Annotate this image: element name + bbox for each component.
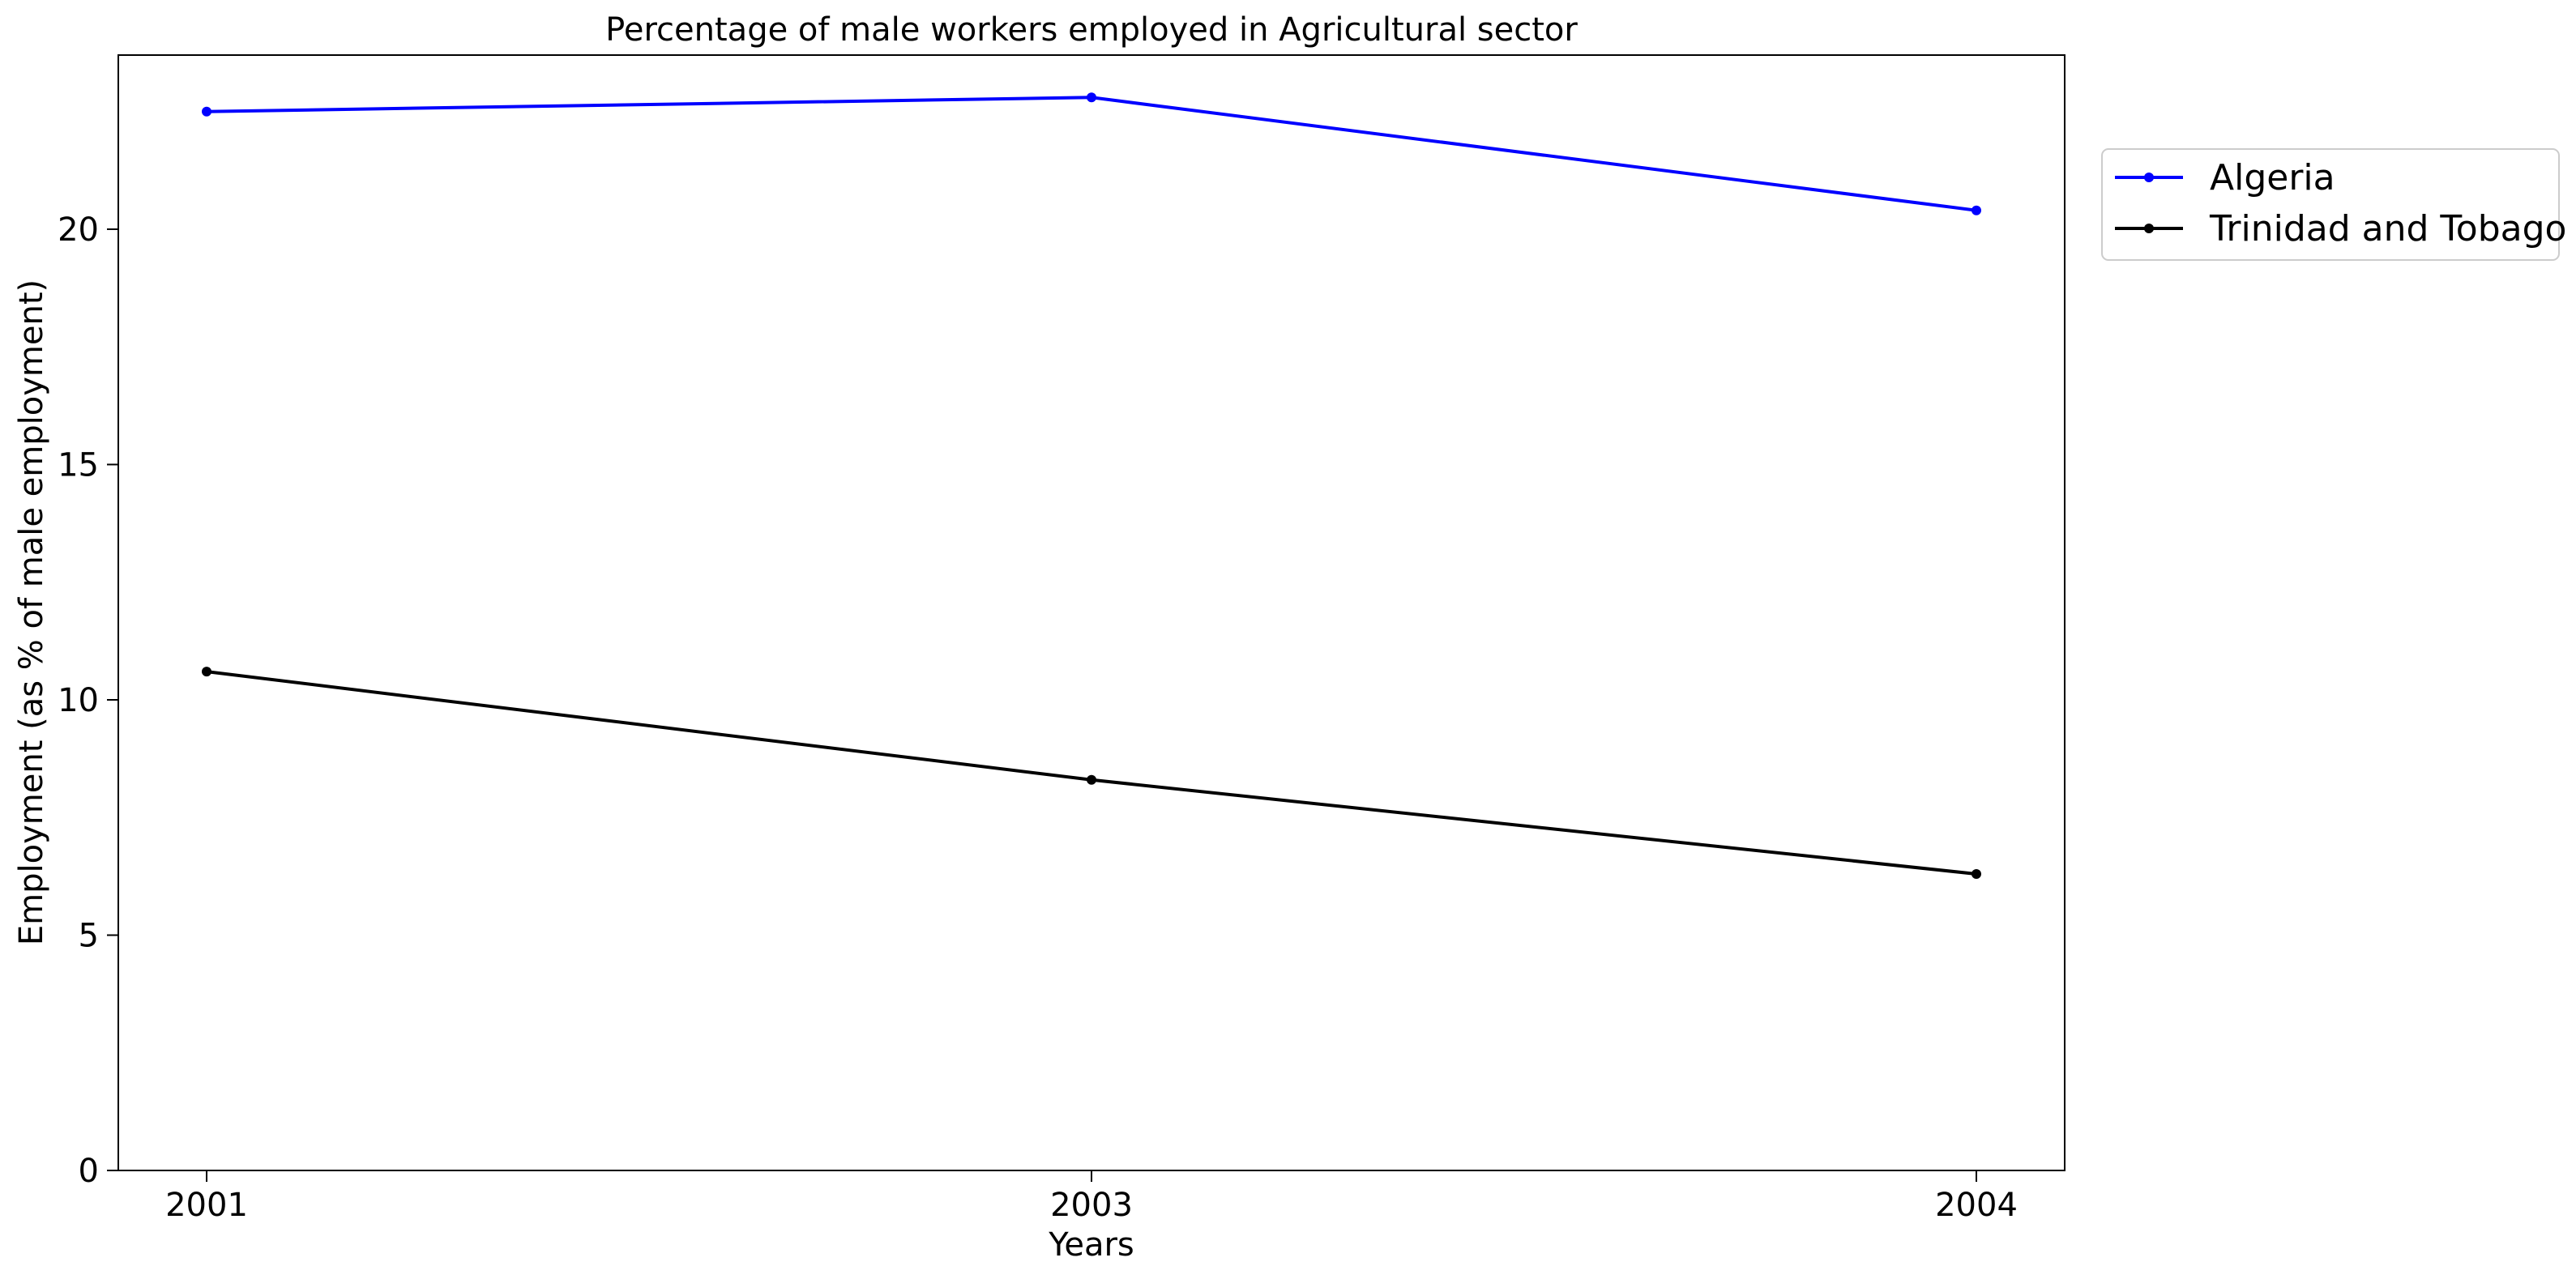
legend-swatch-marker (2144, 173, 2154, 182)
y-tick-label: 0 (79, 1153, 99, 1190)
series-line-trinidad-and-tobago (206, 670, 1977, 876)
legend-entry-label: Algeria (2210, 157, 2335, 198)
chart-title: Percentage of male workers employed in A… (605, 11, 1578, 49)
series-line-algeria (206, 96, 1977, 212)
plot-area-frame (117, 54, 2065, 1171)
y-tick-label: 20 (58, 211, 99, 249)
legend: Algeria Trinidad and Tobago (2101, 148, 2566, 261)
x-tick-label: 2001 (165, 1187, 248, 1224)
data-point (1972, 205, 1981, 215)
y-tick-label: 10 (58, 682, 99, 719)
y-axis: 0 5 10 15 20 (58, 211, 118, 1190)
data-point (1087, 774, 1096, 785)
x-axis-label: Years (1048, 1226, 1134, 1264)
legend-entry-label: Trinidad and Tobago (2209, 208, 2566, 249)
x-tick-label: 2004 (1935, 1187, 2018, 1224)
x-axis: 2001 2003 2004 (165, 1170, 2018, 1224)
data-point (1972, 868, 1981, 879)
legend-swatch-marker (2144, 224, 2154, 233)
y-axis-label: Employment (as % of male employment) (13, 279, 50, 945)
data-point (202, 106, 211, 117)
y-tick-label: 15 (58, 446, 99, 484)
series-layer (202, 92, 1981, 879)
y-tick-label: 5 (79, 917, 99, 954)
data-point (1087, 92, 1096, 103)
legend-frame (2101, 148, 2560, 261)
x-tick-label: 2003 (1050, 1187, 1133, 1224)
data-point (202, 667, 211, 677)
